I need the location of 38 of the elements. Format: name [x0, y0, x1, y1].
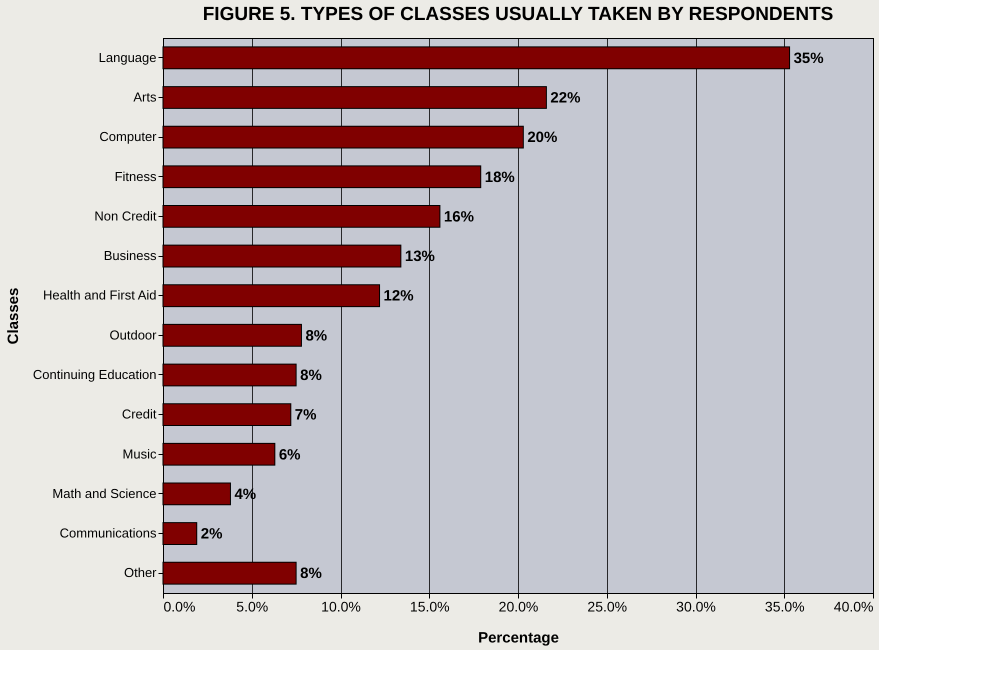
- data-label: 2%: [200, 526, 222, 543]
- y-tick-label: Arts: [133, 89, 157, 104]
- y-tick-label: Health and First Aid: [43, 288, 156, 303]
- data-label: 16%: [444, 208, 474, 226]
- y-tick-label: Business: [104, 248, 157, 264]
- y-tick-label: Continuing Education: [32, 366, 156, 382]
- data-label: 7%: [294, 406, 316, 424]
- data-label: 6%: [278, 446, 301, 464]
- x-tick-label: 40.0%: [834, 598, 874, 614]
- data-label: 8%: [305, 327, 328, 344]
- x-tick-label: 15.0%: [410, 598, 450, 614]
- y-tick-label: Computer: [99, 129, 158, 144]
- x-tick-label: 25.0%: [587, 598, 628, 614]
- data-label: 8%: [300, 565, 322, 582]
- data-label: 12%: [384, 288, 414, 305]
- x-tick-label: 35.0%: [764, 598, 805, 614]
- data-label: 20%: [527, 129, 558, 146]
- data-label: 18%: [484, 168, 515, 186]
- data-label: 22%: [550, 89, 580, 106]
- data-label: 8%: [300, 366, 322, 384]
- y-tick-label: Music: [122, 446, 157, 462]
- y-tick-label: Other: [124, 565, 158, 580]
- x-tick-label: 10.0%: [321, 598, 361, 614]
- x-tick-label: 30.0%: [676, 598, 716, 614]
- y-tick-label: Math and Science: [52, 486, 156, 501]
- y-tick-label: Communications: [60, 526, 157, 541]
- x-axis-title: Percentage: [478, 630, 559, 646]
- y-tick-label: Fitness: [114, 168, 157, 184]
- y-tick-label: Outdoor: [110, 327, 158, 342]
- x-tick-label: 20.0%: [498, 598, 538, 614]
- y-tick-label: Language: [98, 50, 156, 65]
- y-tick-label: Non Credit: [94, 208, 157, 224]
- data-label: 35%: [794, 50, 824, 67]
- chart-title: FIGURE 5. TYPES OF CLASSES USUALLY TAKEN BY RESPONDENTS: [202, 4, 834, 25]
- y-tick-label: Credit: [122, 406, 157, 422]
- x-tick-label: 5.0%: [236, 598, 268, 614]
- x-tick-label: 0.0%: [164, 598, 196, 614]
- y-axis-title: Classes: [4, 288, 22, 344]
